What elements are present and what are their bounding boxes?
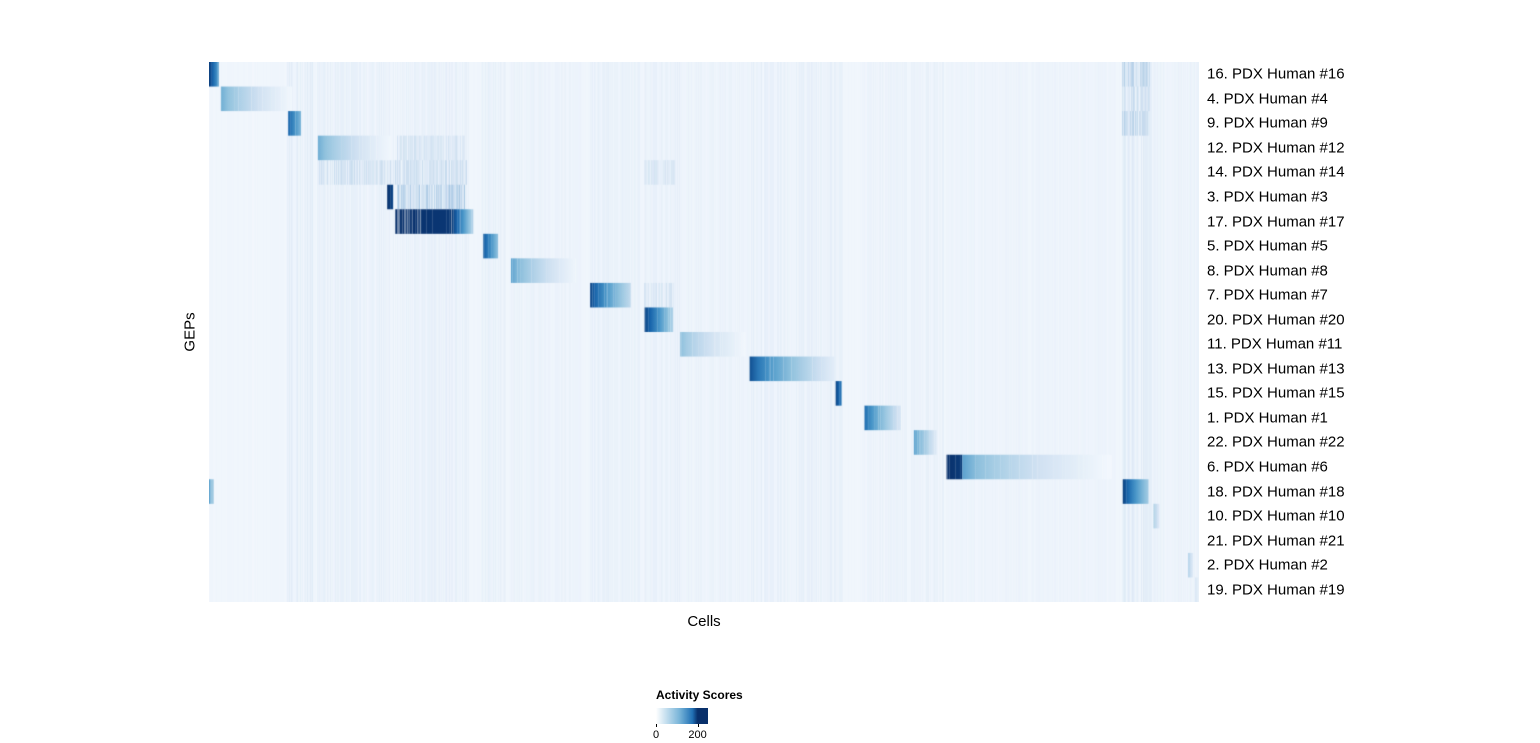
row-label: 5. PDX Human #5 (1207, 237, 1328, 255)
legend-tick-mark (656, 724, 657, 727)
legend: Activity Scores 0 200 (653, 688, 743, 741)
row-label: 15. PDX Human #15 (1207, 384, 1345, 402)
x-axis-label: Cells (687, 613, 721, 630)
row-label: 13. PDX Human #13 (1207, 360, 1345, 378)
row-label: 16. PDX Human #16 (1207, 65, 1345, 83)
row-label: 9. PDX Human #9 (1207, 114, 1328, 132)
row-label: 17. PDX Human #17 (1207, 213, 1345, 231)
legend-tick-label: 200 (688, 729, 707, 741)
row-label: 3. PDX Human #3 (1207, 188, 1328, 206)
row-labels: 16. PDX Human #16 4. PDX Human #4 9. PDX H… (1207, 62, 1537, 602)
row-label: 1. PDX Human #1 (1207, 409, 1328, 427)
row-label: 10. PDX Human #10 (1207, 507, 1345, 525)
legend-tick-label: 0 (652, 729, 660, 741)
row-label: 18. PDX Human #18 (1207, 483, 1345, 501)
legend-gradient-bar: 0 200 (653, 708, 708, 741)
legend-tick-mark (697, 724, 699, 727)
row-label: 7. PDX Human #7 (1207, 286, 1328, 304)
row-label: 4. PDX Human #4 (1207, 90, 1328, 108)
row-label: 11. PDX Human #11 (1207, 335, 1343, 353)
row-label: 12. PDX Human #12 (1207, 139, 1345, 157)
y-axis-label: GEPs (181, 312, 199, 352)
row-label: 8. PDX Human #8 (1207, 262, 1328, 280)
row-label: 20. PDX Human #20 (1207, 311, 1345, 329)
heatmap-canvas (209, 62, 1199, 602)
row-label: 14. PDX Human #14 (1207, 163, 1345, 181)
row-label: 21. PDX Human #21 (1207, 532, 1345, 550)
row-label: 19. PDX Human #19 (1207, 581, 1345, 599)
row-label: 2. PDX Human #2 (1207, 556, 1328, 574)
row-label: 6. PDX Human #6 (1207, 458, 1328, 476)
legend-title: Activity Scores (656, 688, 743, 702)
row-label: 22. PDX Human #22 (1207, 433, 1345, 451)
